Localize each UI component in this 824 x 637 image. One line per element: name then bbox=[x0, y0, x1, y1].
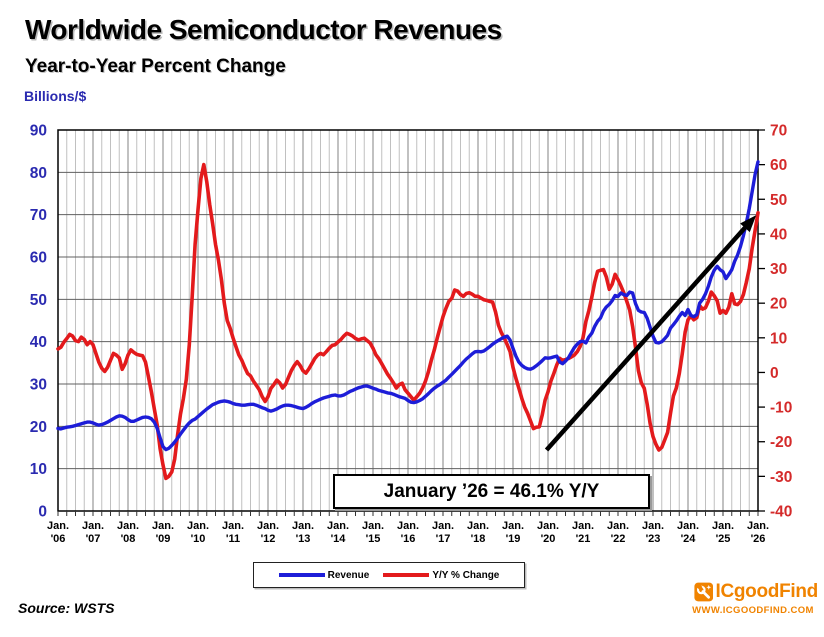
svg-text:Jan.'25: Jan. '25 bbox=[712, 520, 734, 545]
source-note: Source: WSTS bbox=[18, 600, 115, 616]
brand-logo: ICgoodFind WWW.ICGOODFIND.COM bbox=[688, 580, 818, 616]
legend-label-yoy: Y/Y % Change bbox=[432, 569, 500, 581]
svg-text:10: 10 bbox=[770, 330, 787, 347]
svg-text:0: 0 bbox=[38, 504, 47, 521]
svg-text:60: 60 bbox=[770, 157, 787, 174]
svg-text:Jan.'22: Jan. '22 bbox=[607, 520, 629, 545]
svg-text:30: 30 bbox=[30, 377, 47, 394]
svg-text:Jan.'17: Jan. '17 bbox=[432, 520, 454, 545]
svg-text:Jan.'09: Jan. '09 bbox=[152, 520, 174, 545]
legend-line-revenue-swatch bbox=[278, 573, 325, 577]
svg-text:Jan.'24: Jan. '24 bbox=[677, 520, 699, 545]
trend-arrow bbox=[544, 215, 757, 452]
svg-text:Jan.'16: Jan. '16 bbox=[397, 520, 419, 545]
svg-text:70: 70 bbox=[770, 123, 787, 140]
svg-text:-30: -30 bbox=[770, 469, 792, 486]
legend-item-yoy: Y/Y % Change bbox=[383, 570, 499, 581]
left-axis-title: Billions/$ bbox=[24, 88, 87, 104]
svg-text:Jan.'26: Jan. '26 bbox=[747, 520, 769, 545]
svg-text:Jan.'18: Jan. '18 bbox=[467, 520, 489, 545]
svg-text:20: 20 bbox=[770, 296, 787, 313]
svg-text:Jan.'07: Jan. '07 bbox=[82, 520, 104, 545]
svg-text:60: 60 bbox=[30, 250, 47, 267]
logo-text: ICgoodFind bbox=[715, 581, 818, 602]
svg-text:10: 10 bbox=[30, 461, 47, 478]
svg-text:-10: -10 bbox=[770, 400, 792, 417]
svg-text:Jan.'13: Jan. '13 bbox=[292, 520, 314, 545]
svg-text:Jan.'08: Jan. '08 bbox=[117, 520, 139, 545]
svg-text:Jan.'14: Jan. '14 bbox=[327, 520, 349, 545]
svg-text:-20: -20 bbox=[770, 434, 792, 451]
svg-text:Jan.'11: Jan. '11 bbox=[222, 520, 244, 545]
svg-text:40: 40 bbox=[30, 334, 47, 351]
axis-tick-marks bbox=[57, 129, 765, 516]
chart-canvas: 0 10 20 30 40 50 60 70 80 90 -40 -30 -20 -10 0 10 20 30 4… bbox=[30, 123, 793, 546]
svg-text:50: 50 bbox=[770, 192, 787, 209]
wrench-icon bbox=[694, 582, 714, 602]
legend-line-yoy-swatch bbox=[383, 573, 430, 577]
page-title: Worldwide Semiconductor Revenues bbox=[25, 14, 502, 45]
y-axis-left-labels: 0 10 20 30 40 50 60 70 80 90 bbox=[30, 123, 47, 521]
yoy-change-line bbox=[56, 162, 760, 481]
svg-text:Jan.'20: Jan. '20 bbox=[537, 520, 559, 545]
gridlines bbox=[58, 130, 758, 511]
legend: Revenue Y/Y % Change bbox=[253, 562, 525, 588]
svg-text:Jan.'06: Jan. '06 bbox=[47, 520, 69, 545]
svg-text:90: 90 bbox=[30, 123, 47, 140]
page-subtitle: Year-to-Year Percent Change bbox=[25, 56, 286, 77]
svg-text:Jan.'23: Jan. '23 bbox=[642, 520, 664, 545]
revenue-line bbox=[56, 160, 760, 452]
logo-url: WWW.ICGOODFIND.COM bbox=[692, 605, 814, 616]
svg-text:20: 20 bbox=[30, 419, 47, 436]
svg-text:Jan.'15: Jan. '15 bbox=[362, 520, 384, 545]
svg-text:30: 30 bbox=[770, 261, 787, 278]
svg-text:70: 70 bbox=[30, 207, 47, 224]
svg-text:50: 50 bbox=[30, 292, 47, 309]
legend-label-revenue: Revenue bbox=[327, 569, 370, 581]
svg-text:40: 40 bbox=[770, 226, 787, 243]
x-axis-labels: Jan. '06 Jan. '07 Jan. '08 Jan. '09 Jan. '10 Jan. '… bbox=[47, 520, 769, 545]
svg-text:80: 80 bbox=[30, 165, 47, 182]
svg-text:0: 0 bbox=[770, 365, 779, 382]
svg-text:Jan.'10: Jan. '10 bbox=[187, 520, 209, 545]
svg-text:Jan.'19: Jan. '19 bbox=[502, 520, 524, 545]
svg-text:-40: -40 bbox=[770, 504, 792, 521]
svg-text:Jan.'12: Jan. '12 bbox=[257, 520, 279, 545]
callout-text: January ’26 = 46.1% Y/Y bbox=[383, 480, 600, 502]
y-axis-right-labels: -40 -30 -20 -10 0 10 20 30 40 50 60 70 bbox=[770, 123, 792, 521]
callout-january-26: January ’26 = 46.1% Y/Y bbox=[333, 474, 650, 509]
svg-text:Jan.'21: Jan. '21 bbox=[572, 520, 594, 545]
legend-item-revenue: Revenue bbox=[278, 569, 370, 581]
